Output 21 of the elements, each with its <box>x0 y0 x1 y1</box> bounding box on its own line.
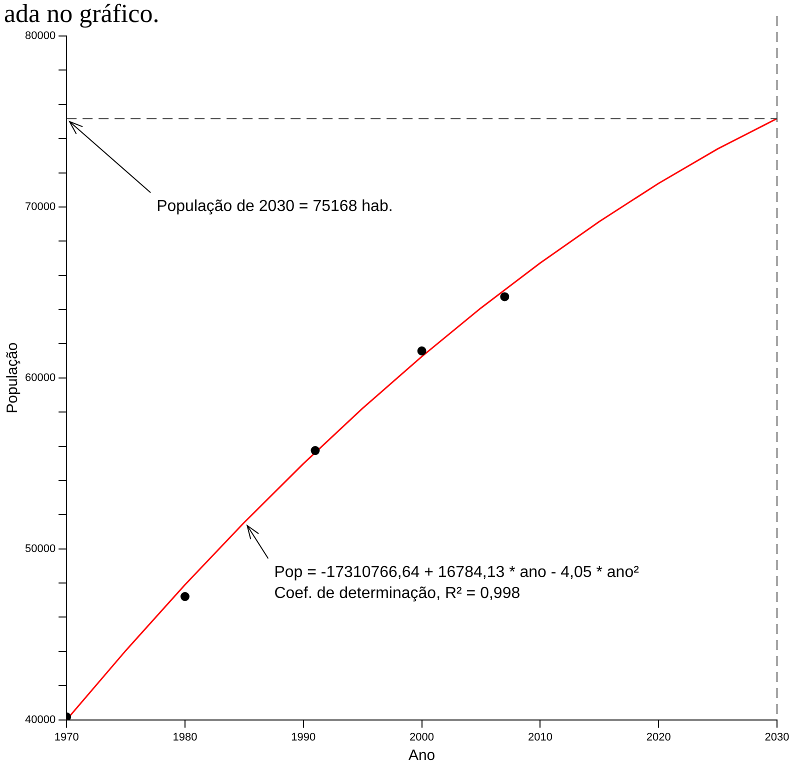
y-tick-label: 80000 <box>24 30 56 42</box>
x-tick-label: 2030 <box>764 731 790 744</box>
y-tick-label: 50000 <box>24 542 56 555</box>
y-tick-label: 70000 <box>24 200 56 213</box>
x-tick-label: 2000 <box>410 731 434 744</box>
point <box>500 292 510 302</box>
x-tick-label: 2020 <box>646 731 671 744</box>
point <box>310 446 320 456</box>
point <box>417 346 426 356</box>
x-tick-label: 1970 <box>54 731 79 744</box>
y-axis-title: População <box>4 342 22 414</box>
text: ada no gráfico. <box>4 0 160 28</box>
x-tick-label: 1990 <box>291 731 316 744</box>
y-tick-label: 60000 <box>24 372 56 384</box>
annotation: População de 2030 = 75168 hab. <box>156 198 393 216</box>
annotation: Pop = -17310766,64 + 16784,13 * ano - 4,05 * ano² Coef. de determinação, R² = 0,998 <box>274 564 640 602</box>
x-tick-label: 1980 <box>172 731 198 744</box>
point <box>180 592 190 602</box>
x-axis-title: Ano <box>408 747 436 764</box>
x-tick-label: 2010 <box>528 731 552 744</box>
y-tick-label: 40000 <box>24 714 56 726</box>
